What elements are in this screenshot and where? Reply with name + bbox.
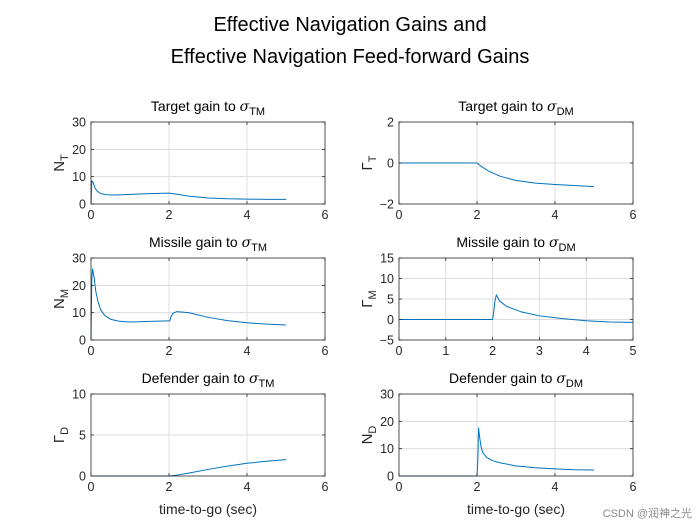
subplot-3: 0 2 4 6 0 10 20 30 Missile gain to σTM NM	[51, 234, 329, 358]
x-axis-label: time-to-go (sec)	[159, 501, 257, 517]
y-tick-label: 0	[387, 313, 394, 327]
watermark: CSDN @润神之光	[603, 506, 692, 520]
y-axis-label: ND	[359, 426, 379, 445]
x-tick-label: 3	[536, 344, 543, 358]
y-tick-label: 5	[387, 293, 394, 307]
y-tick-label: −2	[380, 198, 394, 212]
y-tick-label: 30	[380, 388, 394, 402]
y-axis-label: ΓD	[51, 427, 71, 443]
x-tick-label: 0	[88, 480, 95, 494]
x-tick-label: 2	[474, 480, 481, 494]
y-tick-label: 0	[79, 334, 86, 348]
axes-box	[398, 393, 634, 477]
x-tick-label: 2	[166, 344, 173, 358]
subplot-title: Missile gain to σTM	[149, 234, 267, 254]
x-tick-label: 4	[244, 344, 251, 358]
series-line-N_D	[399, 427, 595, 477]
x-tick-label: 2	[474, 208, 481, 222]
y-tick-label: 15	[380, 252, 394, 266]
subplot-6: 0 2 4 6 0 10 20 30 Defender gain to σDM ND time-to…	[359, 370, 637, 517]
x-tick-label: 0	[396, 208, 403, 222]
x-tick-label: 6	[630, 480, 637, 494]
subplot-1: 0 2 4 6 0 10 20 30 Target gain to σTM NT	[51, 98, 329, 222]
y-tick-label: 0	[387, 157, 394, 171]
x-tick-label: 0	[88, 344, 95, 358]
series-line-Gamma_T	[399, 162, 595, 188]
series-line-Gamma_M	[399, 294, 634, 323]
y-tick-label: 30	[72, 116, 86, 130]
x-tick-label: 2	[166, 208, 173, 222]
x-tick-label: 2	[166, 480, 173, 494]
series-line-N_T	[90, 180, 286, 205]
y-axis-label: ΓM	[359, 290, 379, 307]
figure-title-line-1: Effective Navigation Gains and	[213, 14, 486, 36]
x-tick-label: 4	[583, 344, 590, 358]
y-tick-label: −5	[380, 334, 394, 348]
subplot-title: Target gain to σTM	[151, 98, 265, 118]
series-line-N_M	[90, 268, 287, 341]
y-tick-label: 0	[79, 470, 86, 484]
y-tick-label: 10	[72, 388, 86, 402]
y-tick-label: 20	[380, 415, 394, 429]
y-tick-label: 10	[72, 170, 86, 184]
axes-box	[90, 121, 326, 205]
y-tick-label: 30	[72, 252, 86, 266]
y-tick-label: 10	[72, 306, 86, 320]
subplot-title: Defender gain to σTM	[142, 370, 275, 390]
y-tick-label: 5	[79, 429, 86, 443]
x-tick-label: 0	[88, 208, 95, 222]
subplot-title: Target gain to σDM	[458, 98, 573, 118]
x-tick-label: 4	[244, 480, 251, 494]
x-axis-label: time-to-go (sec)	[467, 501, 565, 517]
y-axis-label: NT	[51, 154, 71, 172]
axes-box	[90, 257, 326, 341]
y-tick-label: 0	[79, 198, 86, 212]
y-tick-label: 2	[387, 116, 394, 130]
x-tick-label: 0	[396, 344, 403, 358]
figure-title-line-2: Effective Navigation Feed-forward Gains	[171, 46, 530, 68]
y-tick-label: 20	[72, 279, 86, 293]
x-tick-label: 6	[322, 344, 329, 358]
y-axis-label: NM	[51, 289, 71, 309]
subplot-title: Missile gain to σDM	[456, 234, 575, 254]
subplot-5: 0 2 4 6 0 5 10 Defender gain to σTM ΓD time-to-go…	[51, 370, 329, 517]
x-tick-label: 4	[244, 208, 251, 222]
plot-area	[399, 394, 633, 476]
plot-area	[91, 122, 325, 204]
x-tick-label: 4	[552, 480, 559, 494]
x-tick-label: 6	[322, 480, 329, 494]
y-tick-label: 0	[387, 470, 394, 484]
y-axis-label: ΓT	[359, 155, 379, 170]
x-tick-label: 2	[489, 344, 496, 358]
x-tick-label: 1	[442, 344, 449, 358]
plot-area	[91, 258, 325, 340]
x-tick-label: 6	[630, 208, 637, 222]
y-tick-label: 20	[72, 143, 86, 157]
x-tick-label: 5	[630, 344, 637, 358]
y-tick-label: 10	[380, 442, 394, 456]
x-tick-label: 6	[322, 208, 329, 222]
x-tick-label: 4	[552, 208, 559, 222]
x-tick-label: 0	[396, 480, 403, 494]
subplot-title: Defender gain to σDM	[449, 370, 583, 390]
y-tick-label: 10	[380, 272, 394, 286]
